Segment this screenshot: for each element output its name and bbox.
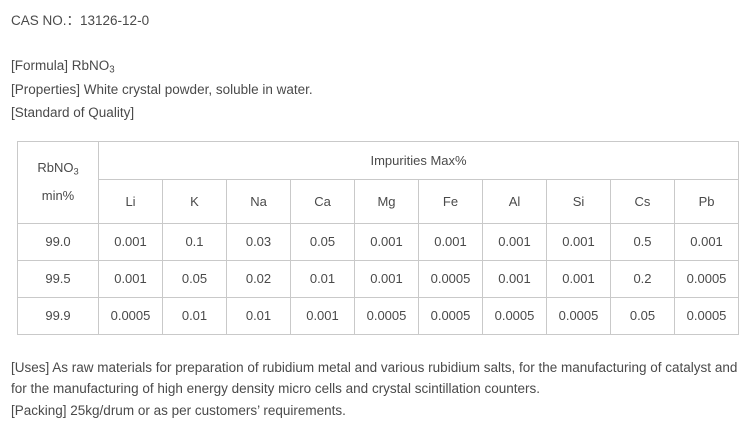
cas-number-line: CAS NO.：13126-12-0 — [11, 0, 738, 32]
grade-header-formula-text: RbNO — [37, 160, 74, 176]
impurity-value-fe: 0.001 — [418, 222, 483, 261]
impurity-value-si: 0.0005 — [546, 296, 611, 335]
standard-of-quality-line: [Standard of Quality] — [11, 104, 135, 120]
specification-table-container: RbNO3 min% Impurities Max% Li K Na Ca Mg… — [11, 140, 740, 335]
grade-header-formula: RbNO3 — [18, 161, 98, 188]
cas-number-value: 13126-12-0 — [80, 13, 150, 28]
impurity-value-pb: 0.001 — [673, 222, 740, 261]
grade-column-header: RbNO3 min% — [17, 140, 99, 224]
column-header-li: Li — [98, 178, 163, 224]
impurity-value-mg: 0.0005 — [354, 296, 419, 335]
column-header-fe: Fe — [418, 178, 483, 224]
impurity-value-cs: 0.5 — [610, 222, 675, 261]
impurity-value-ca: 0.01 — [290, 259, 355, 298]
packing-line: [Packing] 25kg/drum or as per customers’… — [11, 402, 346, 418]
impurity-value-mg: 0.001 — [354, 222, 419, 261]
column-header-pb: Pb — [673, 178, 740, 224]
impurity-value-mg: 0.001 — [354, 259, 419, 298]
formula-label: [Formula] RbNO — [11, 57, 110, 73]
column-header-cs: Cs — [610, 178, 675, 224]
column-header-si: Si — [546, 178, 611, 224]
specification-table: RbNO3 min% Impurities Max% Li K Na Ca Mg… — [17, 140, 740, 335]
impurity-value-fe: 0.0005 — [418, 296, 483, 335]
impurity-value-pb: 0.0005 — [673, 259, 740, 298]
uses-line: [Uses] As raw materials for preparation … — [11, 359, 742, 396]
impurity-value-fe: 0.0005 — [418, 259, 483, 298]
impurity-value-li: 0.001 — [98, 259, 163, 298]
table-row: 99.9 0.0005 0.01 0.01 0.001 0.0005 0.000… — [17, 296, 740, 335]
impurity-value-na: 0.02 — [226, 259, 291, 298]
table-header-row-top: RbNO3 min% Impurities Max% — [17, 140, 740, 224]
impurity-value-na: 0.03 — [226, 222, 291, 261]
table-row: 99.0 0.001 0.1 0.03 0.05 0.001 0.001 0.0… — [17, 222, 740, 261]
grade-value: 99.0 — [17, 222, 99, 261]
impurity-value-ca: 0.001 — [290, 296, 355, 335]
column-header-mg: Mg — [354, 178, 419, 224]
properties-line: [Properties] White crystal powder, solub… — [11, 81, 313, 97]
impurity-value-al: 0.0005 — [482, 296, 547, 335]
impurity-value-cs: 0.2 — [610, 259, 675, 298]
column-header-ca: Ca — [290, 178, 355, 224]
impurity-value-al: 0.001 — [482, 222, 547, 261]
table-header: RbNO3 min% Impurities Max% Li K Na Ca Mg… — [17, 140, 740, 224]
column-header-al: Al — [482, 178, 547, 224]
table-body: 99.0 0.001 0.1 0.03 0.05 0.001 0.001 0.0… — [17, 222, 740, 335]
formula-subscript: 3 — [109, 64, 115, 76]
impurity-value-k: 0.05 — [162, 259, 227, 298]
grade-value: 99.5 — [17, 259, 99, 298]
column-header-k: K — [162, 178, 227, 224]
table-header-row-elements: Li K Na Ca Mg Fe Al Si Cs Pb — [18, 178, 740, 224]
impurity-value-ca: 0.05 — [290, 222, 355, 261]
grade-header-min-percent: min% — [41, 187, 75, 203]
impurity-value-li: 0.0005 — [98, 296, 163, 335]
grade-header-formula-subscript: 3 — [73, 167, 79, 177]
impurity-value-al: 0.001 — [482, 259, 547, 298]
formula-line: [Formula] RbNO3 — [11, 32, 738, 77]
grade-value: 99.9 — [17, 296, 99, 335]
impurity-value-k: 0.01 — [162, 296, 227, 335]
column-header-na: Na — [226, 178, 291, 224]
impurity-value-cs: 0.05 — [610, 296, 675, 335]
impurity-value-si: 0.001 — [546, 222, 611, 261]
table-row: 99.5 0.001 0.05 0.02 0.01 0.001 0.0005 0… — [17, 259, 740, 298]
impurity-value-pb: 0.0005 — [673, 296, 740, 335]
document-footer: [Uses] As raw materials for preparation … — [11, 358, 738, 422]
impurity-value-li: 0.001 — [98, 222, 163, 261]
impurity-value-k: 0.1 — [162, 222, 227, 261]
cas-number-label: CAS NO.： — [11, 13, 81, 28]
impurity-value-na: 0.01 — [226, 296, 291, 335]
impurities-group-header: Impurities Max% — [97, 140, 740, 180]
impurity-value-si: 0.001 — [546, 259, 611, 298]
